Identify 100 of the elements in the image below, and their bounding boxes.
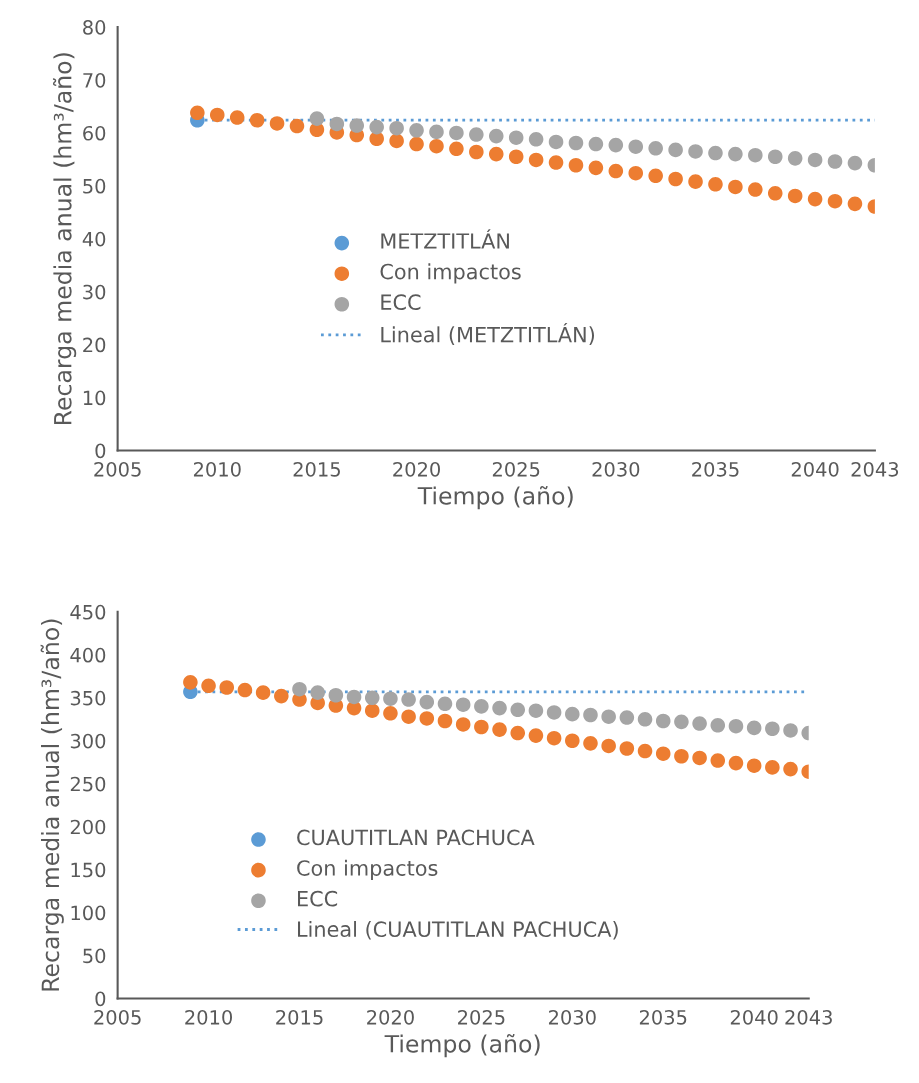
y-tick-label: 400 <box>70 647 106 663</box>
y-tick-label: 0 <box>95 991 106 1007</box>
point <box>765 721 780 737</box>
x-axis-title: Tiempo (año) <box>417 486 573 510</box>
point <box>349 118 365 133</box>
point <box>674 748 689 764</box>
point <box>429 124 444 140</box>
point <box>688 144 703 159</box>
point <box>255 685 271 700</box>
point <box>588 160 604 176</box>
point <box>449 141 464 157</box>
point <box>369 119 384 135</box>
point <box>746 720 762 736</box>
y-tick-label: 200 <box>70 819 106 835</box>
point <box>389 120 404 136</box>
point <box>346 689 362 705</box>
point <box>601 709 616 724</box>
y-tick-label: 100 <box>71 905 106 921</box>
point <box>692 750 707 766</box>
y-tick-label: 0 <box>95 443 106 459</box>
point <box>847 196 863 212</box>
x-tick-label: 2005 <box>94 1009 141 1025</box>
point <box>329 116 345 132</box>
point <box>437 696 453 712</box>
point <box>748 147 763 163</box>
point <box>249 112 265 128</box>
point <box>847 155 863 171</box>
point <box>565 733 580 749</box>
point <box>383 691 398 706</box>
point <box>619 710 635 725</box>
point <box>269 116 285 131</box>
point <box>409 123 424 138</box>
point <box>565 706 580 722</box>
point <box>274 688 289 704</box>
point <box>546 705 562 720</box>
point <box>528 703 544 718</box>
point <box>510 702 526 718</box>
x-tick-label: 2035 <box>692 461 739 477</box>
legend-label: METZTITLÁN <box>381 229 509 249</box>
point <box>528 728 544 743</box>
point <box>383 705 398 721</box>
point <box>469 144 484 160</box>
point <box>728 718 744 734</box>
point <box>827 193 843 209</box>
point <box>310 685 325 700</box>
point <box>628 139 644 154</box>
x-tick-label: 2015 <box>276 1009 323 1025</box>
point <box>637 712 653 727</box>
point <box>409 136 424 152</box>
y-tick-label: 450 <box>70 604 106 620</box>
x-tick-label: 2010 <box>185 1009 233 1025</box>
point <box>767 186 783 201</box>
point <box>401 692 416 707</box>
point <box>807 152 823 168</box>
point <box>787 151 803 166</box>
x-tick-label: 2020 <box>367 1009 414 1025</box>
point <box>548 155 564 170</box>
point <box>209 107 225 123</box>
point <box>190 105 205 121</box>
y-tick-label: 80 <box>83 20 106 35</box>
y-tick-label: 60 <box>83 125 106 141</box>
x-tick-label: 2035 <box>639 1009 687 1025</box>
point <box>827 154 843 169</box>
point <box>655 713 671 729</box>
point <box>588 136 604 152</box>
point <box>488 128 504 144</box>
x-tick-label: 2010 <box>193 461 241 477</box>
point <box>787 188 803 204</box>
legend-label: Con impactos <box>380 263 521 284</box>
point <box>767 149 783 165</box>
point <box>601 738 616 754</box>
point <box>401 709 416 724</box>
point <box>548 134 564 150</box>
x-tick-label: 2040 <box>730 1009 778 1025</box>
point <box>688 174 703 189</box>
y-tick-label: 30 <box>83 284 106 300</box>
point <box>608 163 624 179</box>
point <box>708 177 723 192</box>
point <box>655 746 671 761</box>
point <box>710 753 726 768</box>
y-tick-label: 50 <box>83 948 106 964</box>
point <box>692 716 707 731</box>
x-tick-label: 2043 <box>851 461 899 477</box>
point <box>474 719 489 735</box>
point <box>474 699 489 714</box>
point <box>637 743 653 759</box>
y-axis-title: Recarga media anual (hm³/año) <box>52 53 77 425</box>
legend-label: CUAUTITLAN PACHUCA <box>297 829 535 846</box>
legend-label: Lineal (METZTITLÁN) <box>381 322 595 345</box>
y-tick-label: 250 <box>70 776 106 792</box>
point <box>668 171 683 187</box>
point <box>309 111 325 126</box>
point <box>628 165 644 181</box>
legend-label: ECC <box>298 890 338 907</box>
point <box>528 132 544 147</box>
point <box>783 761 798 777</box>
point <box>728 146 743 162</box>
point <box>389 133 404 149</box>
point <box>364 703 380 718</box>
point <box>510 725 526 741</box>
